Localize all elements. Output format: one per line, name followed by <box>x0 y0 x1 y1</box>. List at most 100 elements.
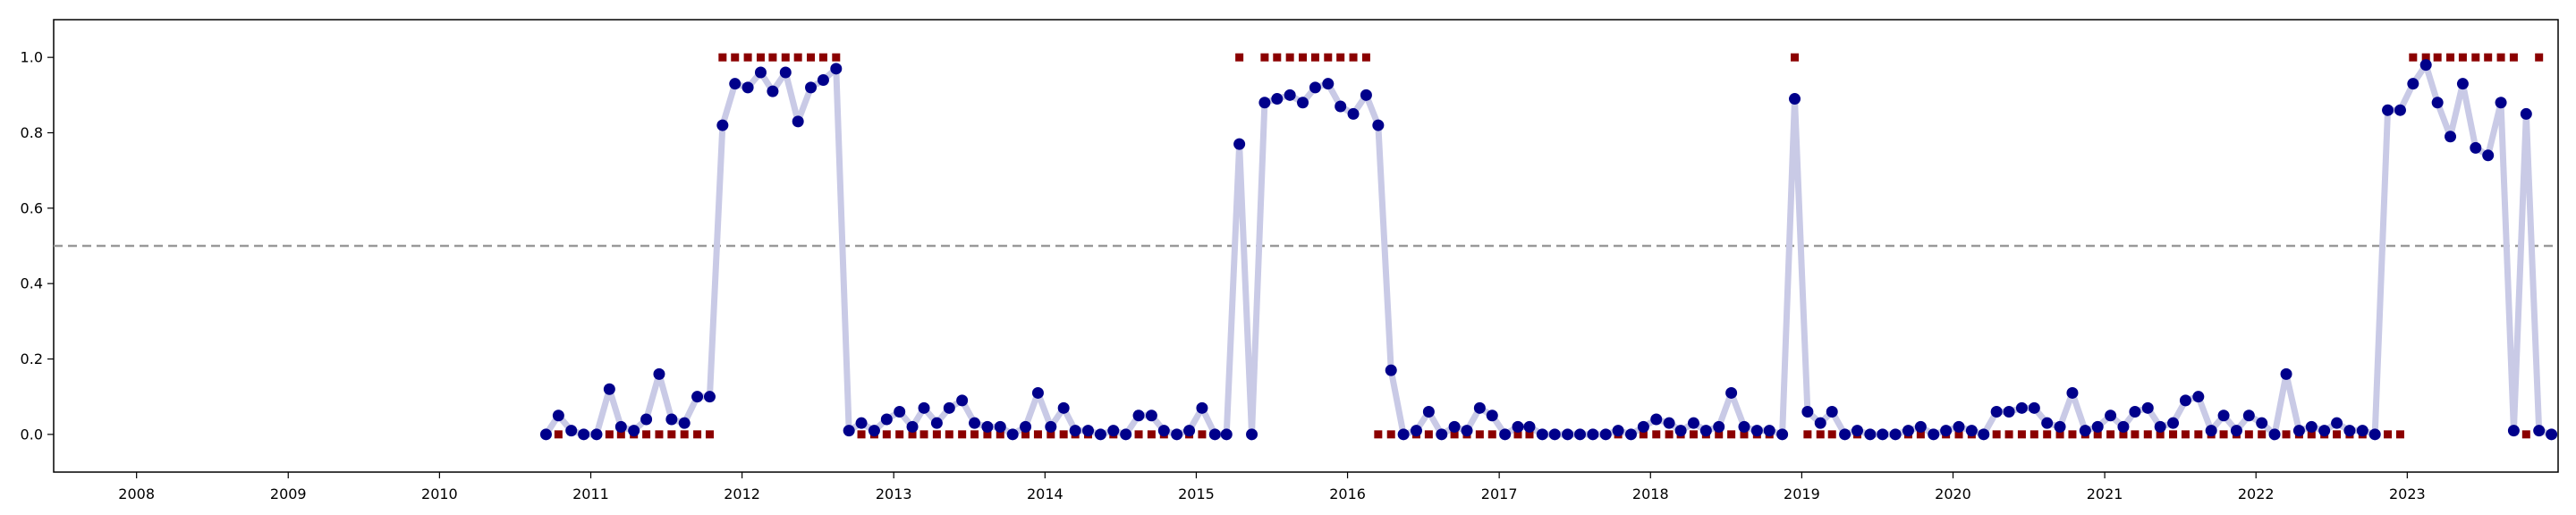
probability-point <box>1990 406 2003 418</box>
probability-point <box>906 420 919 433</box>
probability-point <box>1789 93 1801 106</box>
probability-point <box>1335 100 1347 113</box>
probability-point <box>1548 428 1561 441</box>
probability-point <box>1082 425 1095 437</box>
binary-marker <box>768 53 777 62</box>
binary-marker <box>1310 53 1319 62</box>
binary-marker <box>1059 430 1068 439</box>
x-tick-label-2022: 2022 <box>2238 485 2275 502</box>
probability-point <box>1763 425 1775 437</box>
probability-point <box>1284 89 1296 101</box>
probability-point <box>779 66 792 79</box>
binary-marker <box>2535 53 2544 62</box>
binary-marker <box>1652 430 1661 439</box>
binary-marker <box>2421 53 2430 62</box>
probability-point <box>2117 420 2130 433</box>
x-tick-label-2021: 2021 <box>2087 485 2123 502</box>
probability-point <box>1171 428 1183 441</box>
probability-point <box>1486 409 1498 422</box>
probability-point <box>565 425 578 437</box>
binary-marker <box>1147 430 1156 439</box>
probability-point <box>1233 138 1246 150</box>
probability-point <box>665 413 678 426</box>
probability-point <box>2230 425 2242 437</box>
binary-marker <box>2458 53 2467 62</box>
binary-marker <box>1791 53 1800 62</box>
probability-point <box>590 428 603 441</box>
binary-marker <box>2106 430 2115 439</box>
binary-marker <box>1324 53 1333 62</box>
probability-point <box>817 73 829 86</box>
probability-point <box>2217 409 2230 422</box>
binary-marker <box>1513 430 1522 439</box>
binary-marker <box>1487 430 1496 439</box>
probability-point <box>678 417 691 429</box>
y-tick-label-0.2: 0.2 <box>21 350 43 367</box>
binary-marker <box>1374 430 1383 439</box>
probability-point <box>741 81 754 94</box>
probability-point <box>1347 107 1360 120</box>
probability-point <box>552 409 564 422</box>
probability-point <box>1372 119 1385 131</box>
probability-point <box>1297 97 1309 109</box>
binary-marker <box>1021 430 1030 439</box>
probability-point <box>1461 425 1473 437</box>
binary-marker <box>1299 53 1308 62</box>
probability-point <box>1309 81 1321 94</box>
probability-point <box>969 417 981 429</box>
probability-point <box>2533 425 2546 437</box>
probability-point <box>703 391 716 403</box>
x-tick-label-2014: 2014 <box>1027 485 1063 502</box>
probability-point <box>2456 78 2469 90</box>
probability-point <box>2192 391 2205 403</box>
probability-point <box>805 81 818 94</box>
probability-point <box>1776 428 1789 441</box>
probability-point <box>628 425 640 437</box>
probability-point <box>2028 401 2040 414</box>
binary-marker <box>932 430 941 439</box>
probability-point <box>2141 401 2154 414</box>
binary-marker <box>1386 430 1395 439</box>
binary-marker <box>680 430 689 439</box>
probability-point <box>1928 428 1940 441</box>
probability-point <box>2179 394 2191 407</box>
probability-point <box>1851 425 1863 437</box>
probability-point <box>691 391 704 403</box>
probability-point <box>1864 428 1877 441</box>
binary-marker <box>1827 430 1836 439</box>
binary-marker <box>2143 430 2152 439</box>
binary-marker <box>1525 430 1534 439</box>
probability-point <box>2105 409 2117 422</box>
binary-marker <box>705 430 714 439</box>
binary-marker <box>2017 430 2026 439</box>
probability-point <box>1687 417 1699 429</box>
y-tick-label-0.6: 0.6 <box>21 199 43 216</box>
probability-point <box>2331 417 2343 429</box>
y-tick-label-1.0: 1.0 <box>21 49 43 66</box>
probability-point <box>830 63 843 75</box>
probability-point <box>1220 428 1233 441</box>
probability-point <box>1499 428 1512 441</box>
probability-point <box>1132 409 1145 422</box>
binary-marker <box>1639 430 1648 439</box>
x-tick-label-2011: 2011 <box>572 485 609 502</box>
probability-point <box>2054 420 2066 433</box>
probability-point <box>2495 97 2507 109</box>
binary-marker <box>693 430 702 439</box>
probability-point <box>2091 420 2104 433</box>
probability-point <box>1397 428 1410 441</box>
y-tick-label-0.0: 0.0 <box>21 426 43 443</box>
probability-point <box>1801 406 1814 418</box>
binary-marker <box>832 53 841 62</box>
x-tick-label-2010: 2010 <box>421 485 458 502</box>
probability-point <box>1448 420 1461 433</box>
probability-point <box>894 406 906 418</box>
probability-point <box>2280 367 2292 380</box>
probability-point-layer <box>539 59 2558 441</box>
binary-marker <box>1803 430 1812 439</box>
binary-marker <box>2131 430 2140 439</box>
probability-point <box>578 428 590 441</box>
binary-marker <box>1715 430 1724 439</box>
probability-point <box>1473 401 1486 414</box>
x-tick-label-2015: 2015 <box>1178 485 1215 502</box>
